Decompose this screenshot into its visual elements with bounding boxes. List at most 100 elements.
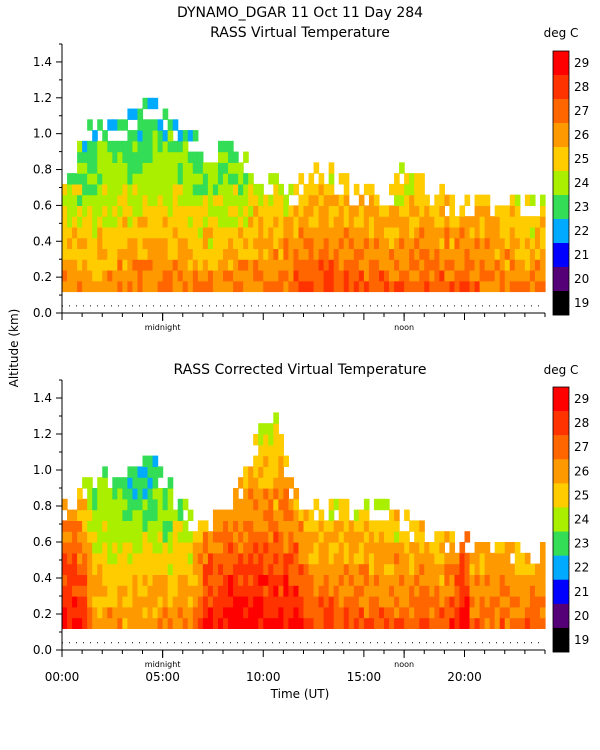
temperature-cell	[539, 259, 546, 271]
temperature-cell	[253, 574, 259, 586]
colorbar-swatch	[553, 75, 569, 100]
temperature-cell	[177, 574, 184, 586]
temperature-cell	[348, 520, 355, 532]
temperature-cell	[67, 509, 73, 521]
temperature-cell	[147, 542, 154, 554]
temperature-cell	[192, 151, 199, 163]
temperature-cell	[323, 259, 330, 271]
temperature-cell	[338, 596, 345, 608]
temperature-cell	[137, 259, 144, 271]
temperature-cell	[202, 216, 209, 228]
temperature-cell	[484, 596, 491, 608]
temperature-cell	[97, 488, 103, 500]
temperature-cell	[67, 574, 73, 586]
temperature-cell	[283, 606, 290, 619]
temperature-cell	[519, 237, 526, 250]
temperature-cell	[157, 226, 164, 239]
temperature-cell	[469, 563, 476, 575]
temperature-cell	[72, 617, 78, 629]
temperature-cell	[132, 477, 139, 489]
temperature-cell	[378, 563, 385, 575]
temperature-cell	[444, 552, 451, 565]
temperature-cell	[504, 596, 511, 608]
y-tick-label: 1.0	[33, 127, 52, 141]
temperature-cell	[137, 216, 144, 228]
temperature-cell	[283, 194, 290, 206]
temperature-cell	[212, 606, 219, 619]
temperature-cell	[238, 162, 244, 174]
temperature-cell	[263, 194, 269, 206]
temperature-cell	[167, 130, 174, 142]
temperature-cell	[474, 194, 481, 206]
temperature-cell	[328, 226, 335, 239]
temperature-cell	[182, 585, 189, 597]
temperature-cell	[499, 606, 506, 619]
temperature-cell	[122, 269, 129, 282]
temperature-cell	[268, 477, 274, 489]
temperature-cell	[414, 173, 420, 185]
temperature-cell	[509, 237, 516, 250]
temperature-cell	[358, 596, 365, 608]
temperature-cell	[479, 226, 486, 239]
temperature-cell	[298, 216, 305, 228]
temperature-cell	[112, 498, 118, 511]
temperature-cell	[524, 194, 531, 206]
temperature-cell	[122, 477, 129, 489]
temperature-cell	[187, 216, 194, 228]
temperature-cell	[474, 606, 481, 619]
temperature-cell	[192, 183, 199, 196]
temperature-cell	[62, 563, 68, 575]
temperature-cell	[122, 259, 129, 271]
temperature-cell	[454, 237, 461, 250]
temperature-cell	[414, 574, 420, 586]
temperature-cell	[77, 498, 83, 511]
temperature-cell	[318, 269, 325, 282]
temperature-cell	[132, 162, 139, 174]
colorbar-label: 29	[574, 392, 589, 406]
temperature-cell	[449, 596, 456, 608]
temperature-cell	[187, 194, 194, 206]
temperature-cell	[172, 563, 179, 575]
temperature-cell	[539, 237, 546, 250]
temperature-cell	[107, 509, 113, 521]
temperature-cell	[343, 194, 350, 206]
temperature-cell	[303, 237, 310, 250]
temperature-cell	[439, 617, 445, 629]
temperature-cell	[434, 552, 440, 565]
temperature-cell	[313, 237, 320, 250]
temperature-cell	[348, 606, 355, 619]
temperature-cell	[132, 226, 139, 239]
temperature-cell	[172, 119, 179, 131]
temperature-cell	[233, 552, 239, 565]
temperature-cell	[348, 585, 355, 597]
temperature-cell	[212, 162, 219, 174]
temperature-cell	[338, 269, 345, 282]
temperature-cell	[409, 259, 415, 271]
temperature-cell	[464, 280, 471, 293]
temperature-cell	[394, 585, 400, 597]
temperature-cell	[162, 552, 169, 565]
temperature-cell	[343, 520, 350, 532]
temperature-cell	[399, 248, 405, 260]
temperature-cell	[404, 216, 410, 228]
temperature-cell	[82, 183, 88, 196]
temperature-cell	[353, 563, 360, 575]
temperature-cell	[122, 216, 129, 228]
temperature-cell	[167, 498, 174, 511]
temperature-cell	[499, 248, 506, 260]
temperature-cell	[273, 434, 279, 446]
temperature-cell	[228, 162, 234, 174]
temperature-cell	[132, 617, 139, 629]
temperature-cell	[333, 585, 340, 597]
temperature-cell	[248, 194, 254, 206]
temperature-cell	[409, 237, 415, 250]
y-tick-label: 0.2	[33, 607, 52, 621]
temperature-cell	[283, 596, 290, 608]
temperature-cell	[424, 280, 430, 293]
temperature-cell	[82, 563, 88, 575]
temperature-cell	[454, 226, 461, 239]
temperature-cell	[539, 205, 546, 217]
temperature-cell	[107, 269, 113, 282]
temperature-cell	[389, 574, 395, 586]
temperature-cell	[147, 151, 154, 163]
